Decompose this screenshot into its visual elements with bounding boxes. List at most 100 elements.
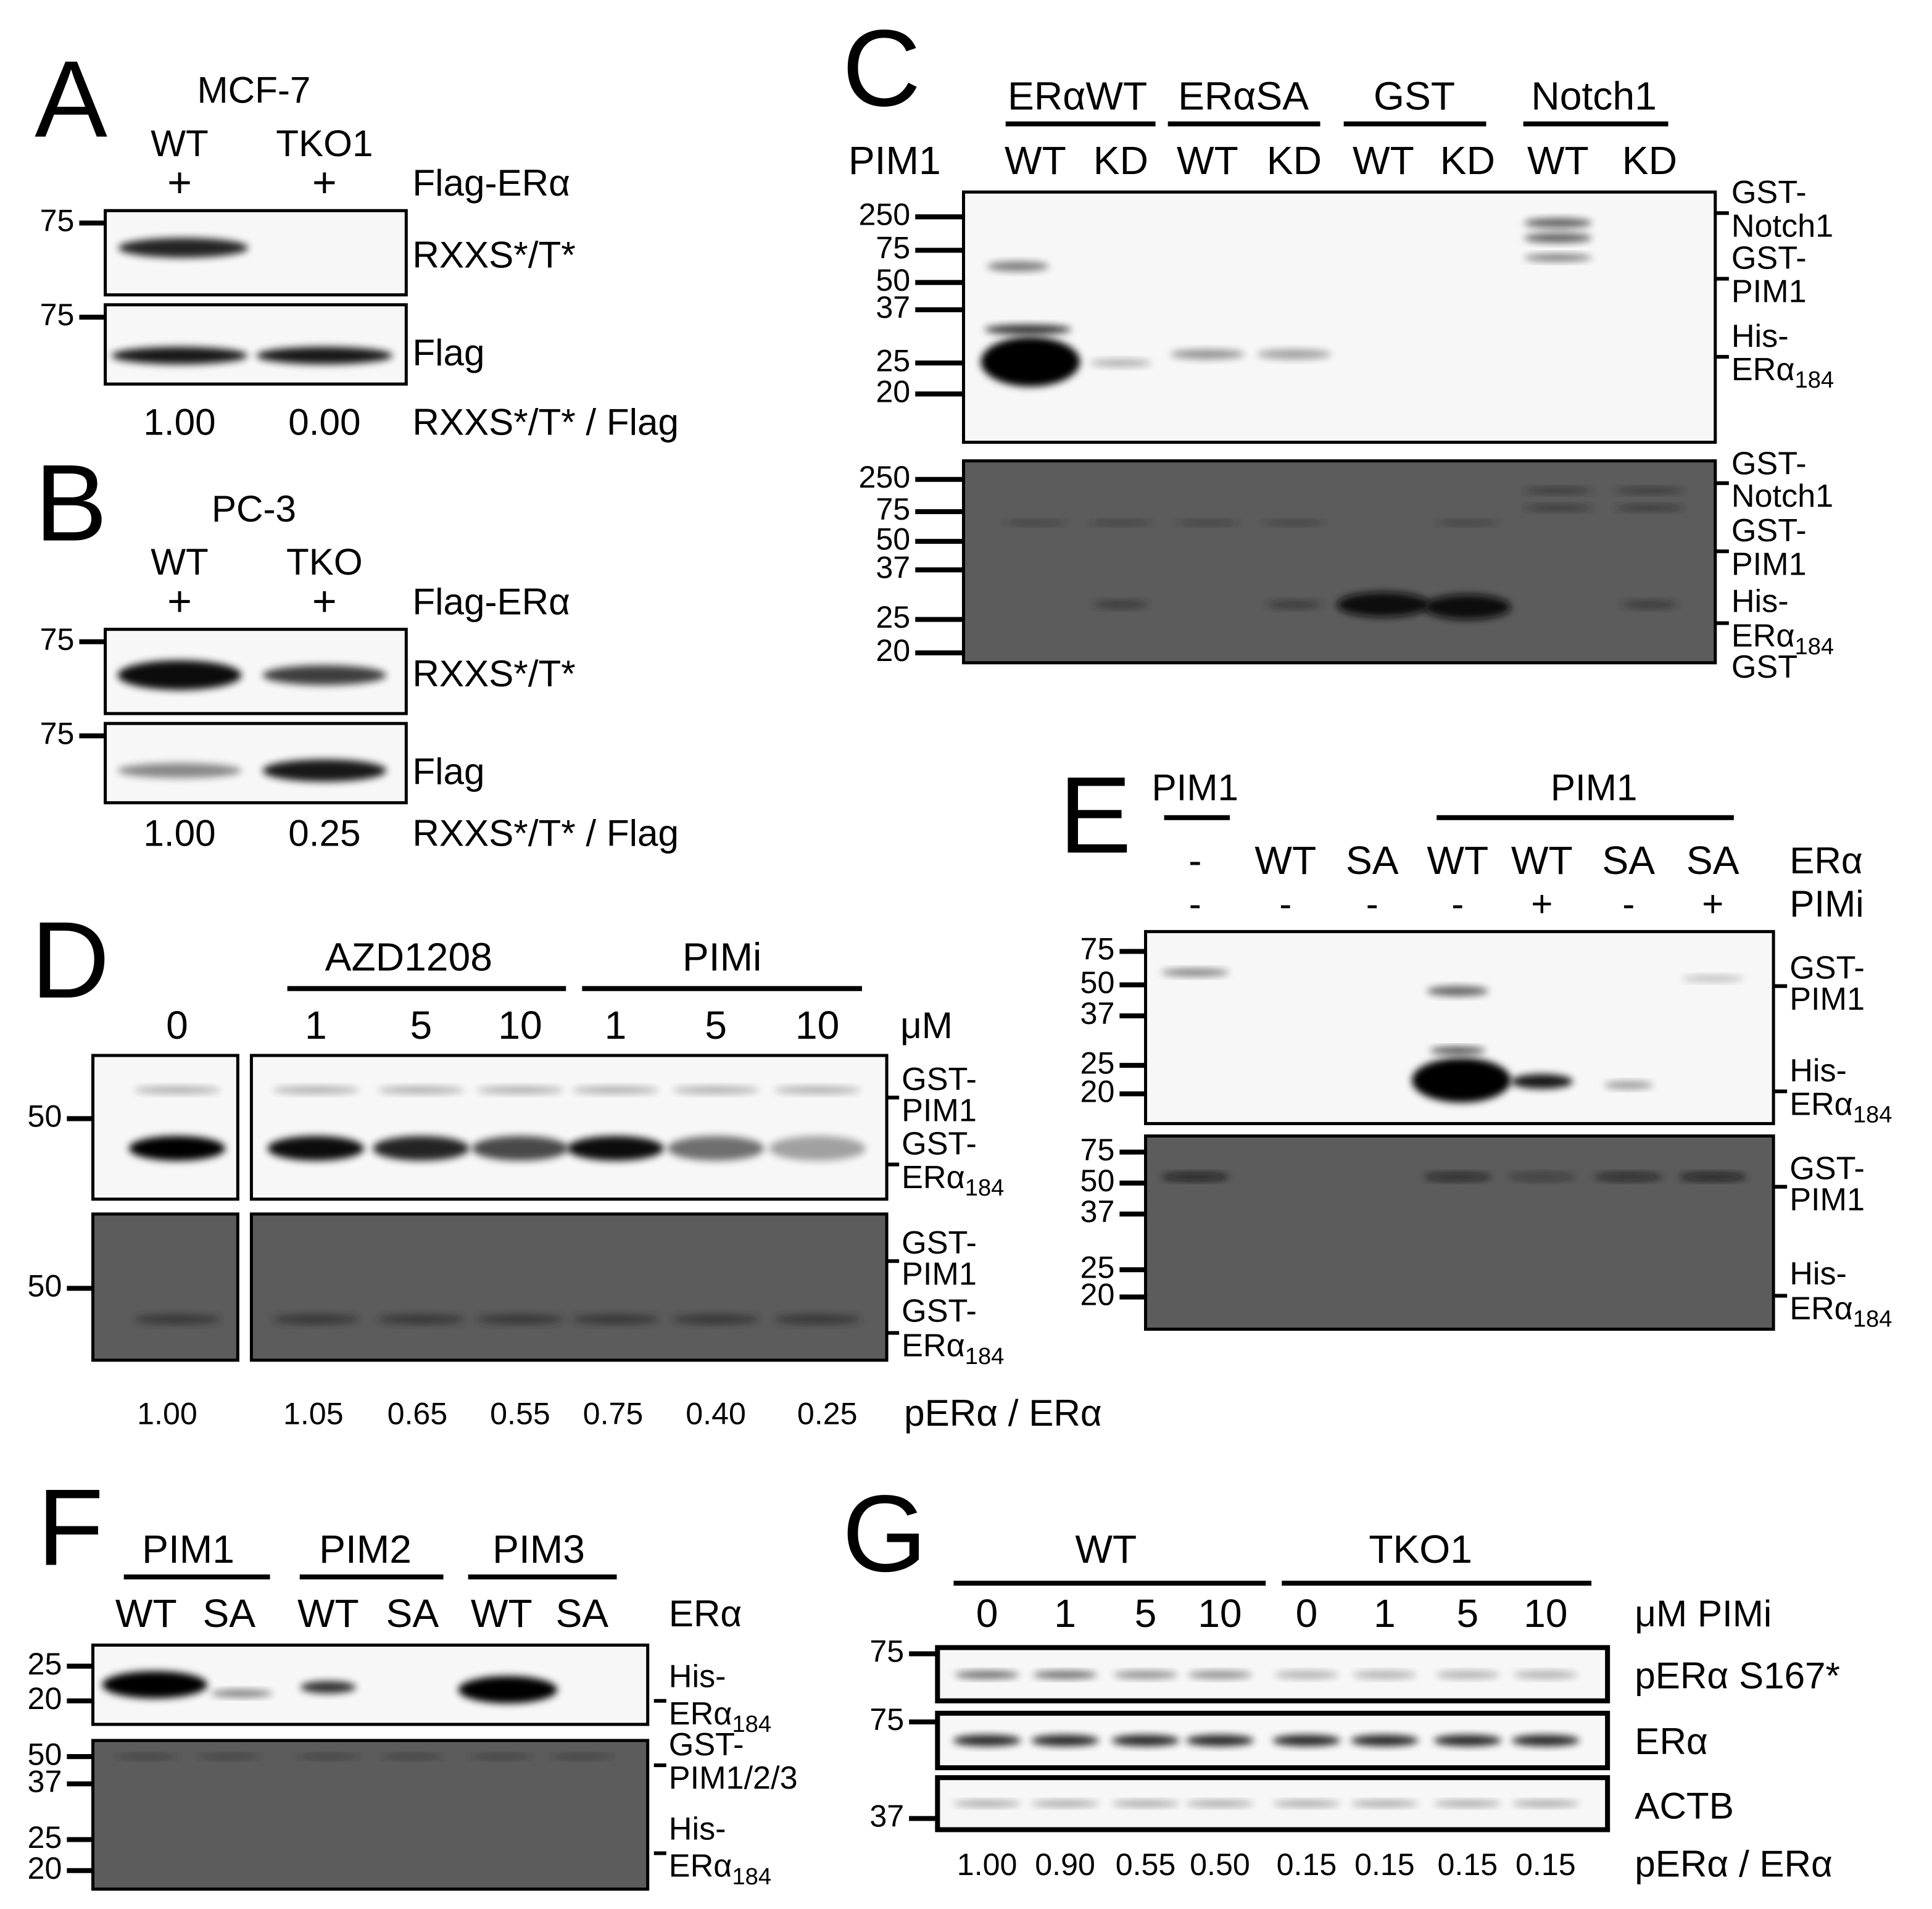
protein-name: PIM1 (1731, 274, 1807, 310)
label: 0 (166, 1003, 188, 1047)
protein-label: GST- (1731, 175, 1807, 210)
label: μM (900, 1004, 953, 1046)
band (1032, 1671, 1098, 1679)
protein-name: PIM1 (902, 1092, 977, 1128)
label: 0.75 (583, 1396, 644, 1431)
mw-marker: 250 (858, 460, 910, 494)
band (1187, 1671, 1253, 1679)
band (1430, 1047, 1486, 1055)
mw-marker: 37 (876, 551, 910, 585)
protein-label: GST- (902, 1062, 977, 1097)
label: MCF-7 (197, 69, 310, 111)
band (115, 1754, 178, 1760)
band (1093, 601, 1149, 609)
protein-label: PIM1 (902, 1256, 977, 1292)
protein-label: ERα184 (902, 1328, 1004, 1370)
label: ERα (1789, 839, 1862, 881)
label: WT (115, 1591, 177, 1636)
band (1185, 1734, 1254, 1747)
label: 0.15 (1277, 1847, 1337, 1882)
mw-marker: 20 (876, 375, 910, 409)
band (262, 759, 387, 782)
band (373, 1136, 470, 1161)
label: Flag-ERα (412, 580, 570, 622)
band (267, 1136, 365, 1161)
label: 0.25 (288, 812, 360, 854)
band (1004, 520, 1067, 526)
band (1678, 1173, 1747, 1181)
mw-marker: 75 (869, 1702, 904, 1737)
band (1030, 1800, 1100, 1807)
label: WT (1075, 1527, 1137, 1571)
label: WT (1511, 838, 1573, 883)
protein-label: ERα184 (1789, 1086, 1892, 1128)
label: RXXS*/T* (412, 233, 575, 275)
mw-marker: 25 (876, 343, 910, 378)
band (572, 1086, 659, 1094)
band (1427, 986, 1489, 996)
subscript: 184 (1853, 1101, 1893, 1128)
protein-label: ERα184 (1731, 352, 1834, 393)
protein-label: GST- (1731, 240, 1807, 276)
mw-marker: 50 (876, 522, 910, 556)
protein-label: PIM1/2/3 (669, 1760, 798, 1796)
band (1433, 1734, 1502, 1747)
band (458, 1676, 558, 1703)
band (774, 1314, 861, 1325)
label: + (167, 578, 192, 625)
band (1161, 1173, 1229, 1181)
label: WT (151, 122, 209, 164)
label: PIMi (682, 935, 761, 979)
protein-label: ERα184 (902, 1160, 1004, 1201)
protein-label: His- (1731, 583, 1789, 619)
band (953, 1800, 1021, 1807)
band (470, 1754, 533, 1760)
blot-panel (961, 190, 1717, 444)
label: 1.00 (143, 401, 215, 443)
band (1615, 487, 1684, 494)
label: + (167, 159, 192, 206)
label: GST (1374, 74, 1455, 119)
band (953, 1734, 1021, 1747)
band (1113, 1671, 1178, 1679)
band (1161, 968, 1229, 976)
mw-marker: 20 (876, 633, 910, 668)
band (1524, 218, 1593, 228)
label: WT (1005, 138, 1066, 183)
band (1350, 1800, 1419, 1807)
protein-label: GST- (1789, 950, 1865, 986)
label: WT (297, 1591, 359, 1636)
mw-marker: 250 (858, 198, 910, 232)
label: RXXS*/T* (412, 652, 575, 694)
label: 10 (498, 1003, 542, 1047)
blot-panel (961, 459, 1717, 665)
label: ERαWT (1008, 74, 1147, 119)
label: AZD1208 (325, 935, 492, 979)
label: TKO1 (1369, 1527, 1472, 1571)
band (1511, 1800, 1580, 1807)
subscript: 184 (1794, 633, 1834, 660)
label: 5 (1456, 1591, 1478, 1636)
label: μM PIMi (1635, 1592, 1772, 1634)
band (272, 1314, 360, 1325)
mw-marker: 37 (869, 1799, 904, 1834)
label: PIM2 (319, 1527, 412, 1571)
label: 1.00 (957, 1847, 1018, 1882)
panel-letter: E (1059, 754, 1132, 876)
label: pERα S167* (1635, 1655, 1840, 1697)
mw-marker: 20 (1080, 1075, 1115, 1109)
mw-marker: 75 (1080, 932, 1115, 967)
band (774, 1086, 861, 1094)
label: 1 (605, 1003, 627, 1047)
mw-marker: 25 (28, 1647, 62, 1681)
band (118, 238, 249, 258)
band (476, 1314, 564, 1325)
label: SA (555, 1591, 608, 1636)
label: KD (1267, 138, 1322, 183)
band (1615, 504, 1684, 511)
band (102, 1671, 208, 1699)
mw-marker: 25 (1080, 1046, 1115, 1080)
band (1507, 1173, 1576, 1181)
label: 1 (305, 1003, 327, 1047)
